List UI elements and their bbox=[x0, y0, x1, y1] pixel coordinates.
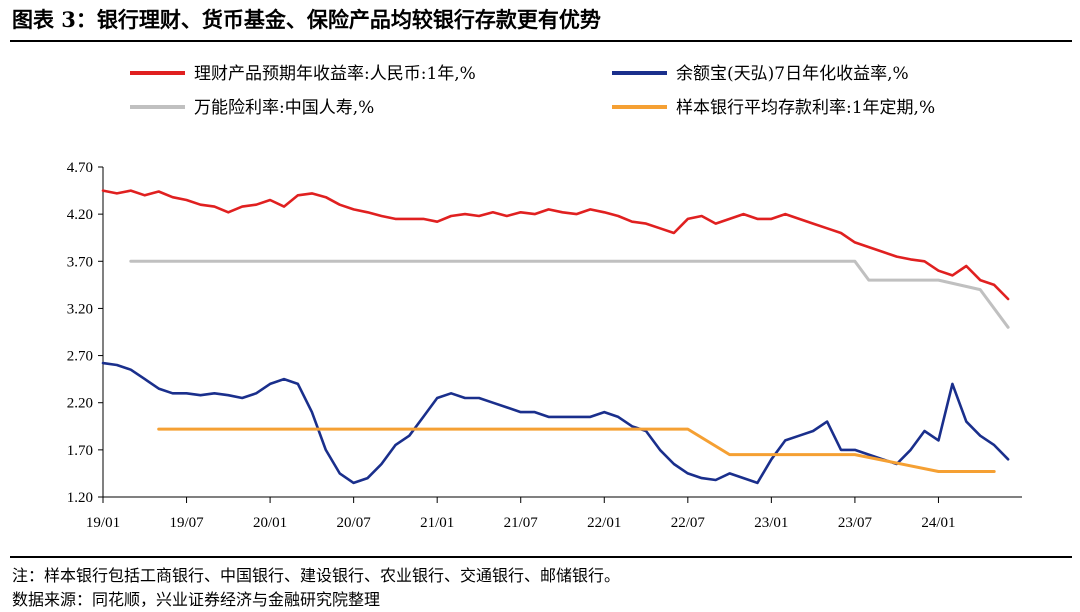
x-tick-label: 19/07 bbox=[169, 515, 204, 531]
y-tick-label: 4.70 bbox=[67, 160, 93, 176]
legend-label-1: 理财产品预期年收益率:人民币:1年,% bbox=[194, 64, 476, 84]
series-line-4 bbox=[157, 427, 996, 473]
title-divider bbox=[10, 40, 1072, 42]
x-tick-label: 22/07 bbox=[671, 515, 706, 531]
x-tick-label: 20/01 bbox=[253, 515, 287, 531]
series-line-3 bbox=[129, 259, 1010, 329]
chart-title: 图表 3：银行理财、货币基金、保险产品均较银行存款更有优势 bbox=[12, 7, 601, 32]
x-tick-label: 22/01 bbox=[587, 515, 621, 531]
series-line-2 bbox=[101, 361, 1010, 485]
y-tick-label: 2.20 bbox=[67, 396, 93, 412]
y-tick-label: 4.20 bbox=[67, 207, 93, 223]
legend-label-3: 万能险利率:中国人寿,% bbox=[194, 98, 374, 118]
x-tick-label: 23/01 bbox=[754, 515, 788, 531]
x-tick-label: 20/07 bbox=[337, 515, 372, 531]
sample-note: 注：样本银行包括工商银行、中国银行、建设银行、农业银行、交通银行、邮储银行。 bbox=[12, 566, 621, 585]
x-tick-label: 21/01 bbox=[420, 515, 454, 531]
x-tick-label: 21/07 bbox=[504, 515, 539, 531]
y-tick-label: 3.70 bbox=[67, 254, 93, 270]
y-tick-label: 1.20 bbox=[67, 490, 93, 506]
axes: 4.70 4.20 3.70 3.20 2.70 2.20 1.70 1.20 19/01 19/… bbox=[67, 160, 1022, 531]
legend: 理财产品预期年收益率:人民币:1年,% 余额宝(天弘)7日年化收益率,% 万能险利率… bbox=[130, 64, 935, 118]
source-note: 数据来源：同花顺，兴业证券经济与金融研究院整理 bbox=[12, 590, 381, 609]
y-tick-label: 3.20 bbox=[67, 301, 93, 317]
y-tick-label: 1.70 bbox=[67, 443, 93, 459]
series-line-1 bbox=[101, 189, 1010, 301]
y-tick-label: 2.70 bbox=[67, 349, 93, 365]
series-lines bbox=[101, 189, 1010, 485]
x-tick-label: 24/01 bbox=[921, 515, 955, 531]
x-tick-label: 23/07 bbox=[838, 515, 873, 531]
legend-label-4: 样本银行平均存款利率:1年定期,% bbox=[676, 98, 935, 118]
x-tick-label: 19/01 bbox=[86, 515, 120, 531]
footer-divider bbox=[10, 556, 1072, 558]
legend-label-2: 余额宝(天弘)7日年化收益率,% bbox=[676, 64, 909, 84]
